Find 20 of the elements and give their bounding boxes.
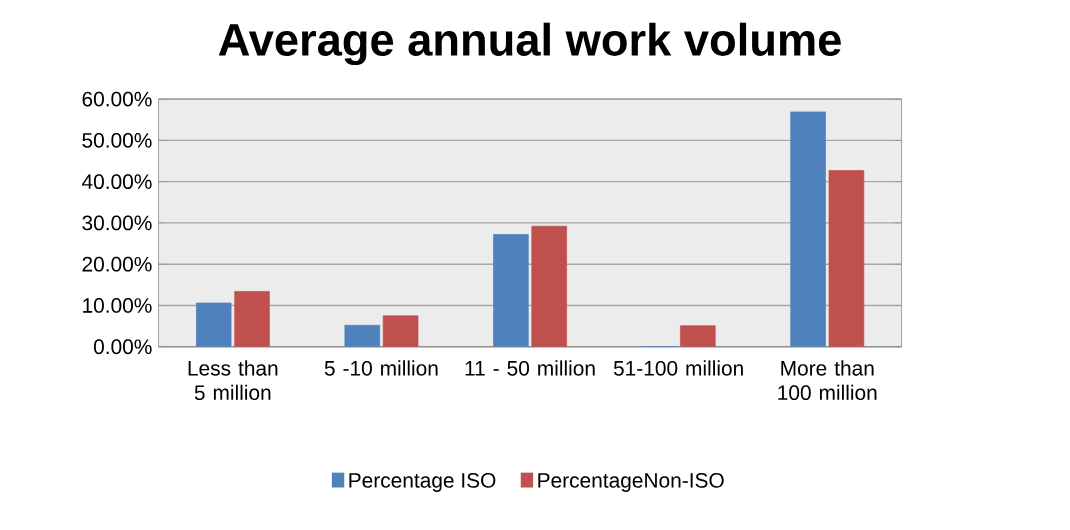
y-tick-label: 20.00% bbox=[82, 256, 152, 272]
y-tick-label: 40.00% bbox=[82, 174, 152, 190]
bar bbox=[828, 170, 865, 347]
y-tick-label: 50.00% bbox=[82, 132, 152, 148]
x-tick-label: 5 -10 million bbox=[324, 360, 438, 376]
chart-title: Average annual work volume bbox=[218, 22, 841, 66]
bar bbox=[234, 291, 270, 347]
bar bbox=[680, 325, 716, 347]
bar bbox=[382, 315, 419, 347]
y-tick-label: 10.00% bbox=[83, 298, 152, 313]
y-tick-label: 0.00% bbox=[93, 339, 152, 355]
bar bbox=[531, 225, 567, 347]
legend-label: Percentage ISO bbox=[349, 472, 496, 492]
x-tick-label: 51-100 million bbox=[613, 360, 743, 376]
x-tick-label: Less than 5 million bbox=[188, 360, 278, 401]
x-tick-label: 11 - 50 million bbox=[465, 360, 595, 376]
y-tick-label: 30.00% bbox=[82, 215, 152, 231]
legend-label: PercentageNon-ISO bbox=[538, 472, 724, 492]
y-tick-label: 60.00% bbox=[82, 91, 152, 107]
x-tick-label: More than 100 million bbox=[778, 360, 877, 401]
